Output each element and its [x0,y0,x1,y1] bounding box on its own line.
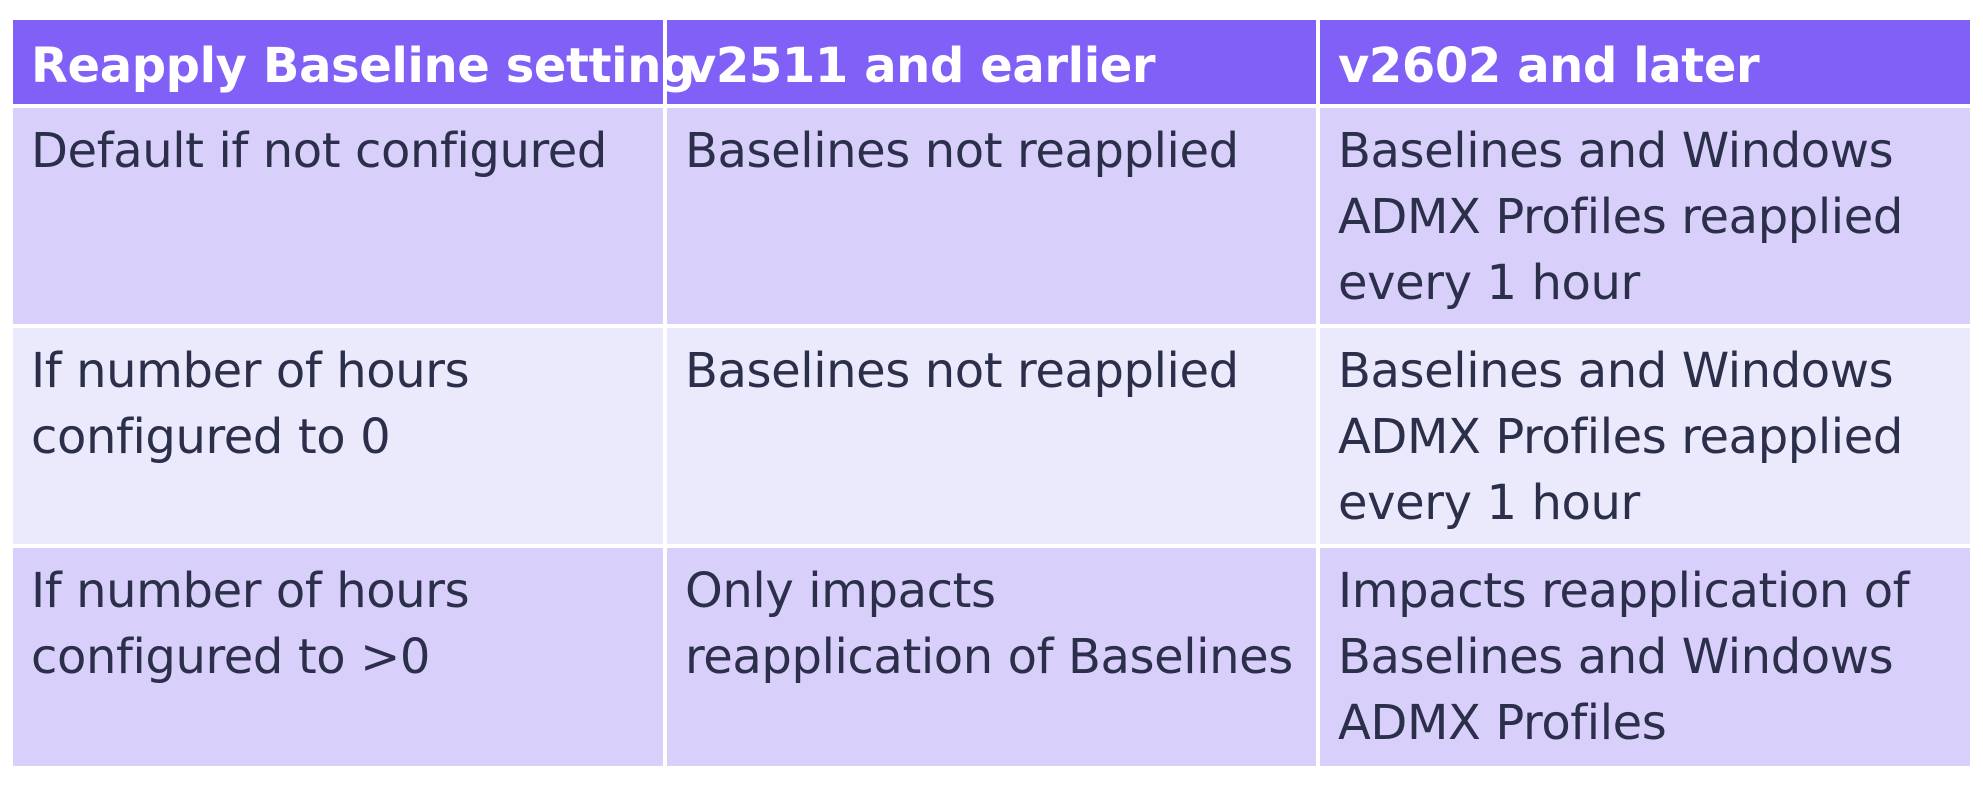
v2511-cell: Baselines not reapplied [663,324,1320,548]
setting-cell: If number of hours configured to 0 [13,324,667,548]
comparison-table: Reapply Baseline setting v2511 and earli… [13,20,1970,766]
header-reapply-baseline-setting: Reapply Baseline setting [13,20,695,108]
v2602-cell: Baselines and Windows ADMX Profiles reap… [1316,106,1970,328]
v2602-cell: Baselines and Windows ADMX Profiles reap… [1316,324,1970,548]
table-row: If number of hours configured to >0 Only… [13,544,1970,766]
v2511-cell: Baselines not reapplied [663,106,1320,328]
setting-cell: If number of hours configured to >0 [13,544,667,766]
table-header-row: Reapply Baseline setting v2511 and earli… [13,20,1970,108]
header-v2511-and-earlier: v2511 and earlier [663,20,1320,108]
header-v2602-and-later: v2602 and later [1316,20,1970,108]
table-row: If number of hours configured to 0 Basel… [13,324,1970,548]
v2511-cell: Only impacts reapplication of Baselines [663,544,1320,766]
v2602-cell: Impacts reapplication of Baselines and W… [1316,544,1970,766]
table-row: Default if not configured Baselines not … [13,106,1970,328]
setting-cell: Default if not configured [13,106,667,328]
